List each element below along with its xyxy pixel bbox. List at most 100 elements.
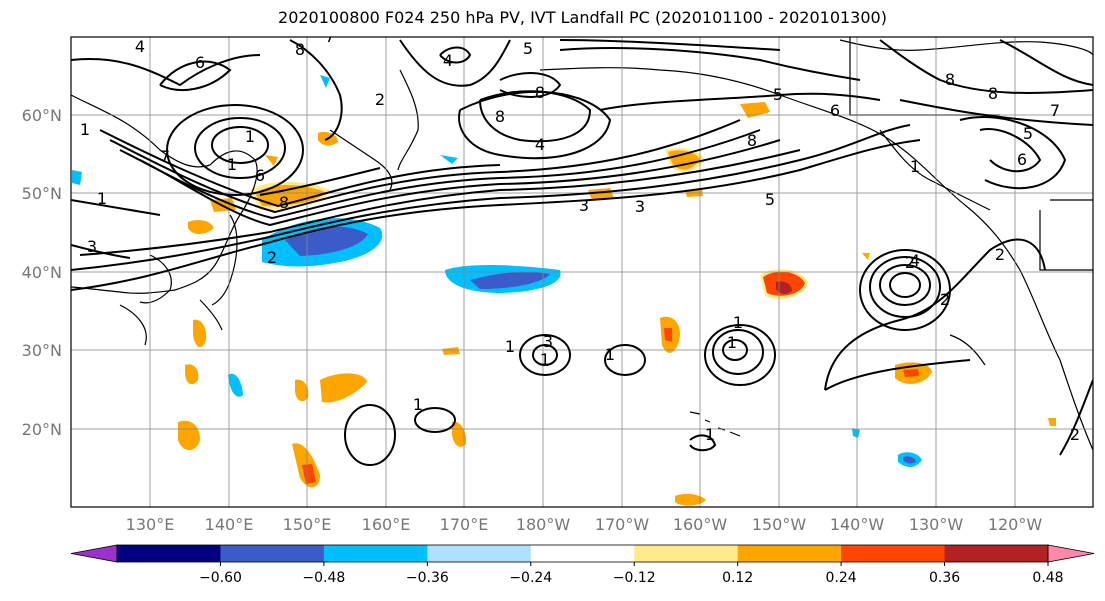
pv-positive-patch [664,328,672,342]
contour-label: 2 [375,90,385,109]
colorbar-tick-label: −0.36 [406,570,449,586]
pv-positive-patch [1048,418,1056,426]
contour-label: 2 [905,253,915,272]
colorbar-segment [220,545,325,562]
colorbar-tick-label: −0.24 [509,570,552,586]
contour-label: 4 [135,37,145,56]
pv-positive-patch [903,369,919,377]
lat-label: 50°N [22,184,62,203]
contour-label: 2 [995,245,1005,264]
contour-label: 8 [295,40,305,59]
lon-label: 140°W [830,515,885,534]
pv-positive-patch [675,493,706,506]
lat-label: 40°N [22,263,62,282]
colorbar-segment [530,545,635,562]
colorbar-segment [944,545,1049,562]
pv-positive-patch [295,379,309,402]
latitude-labels: 60°N 50°N 40°N 30°N 20°N [22,106,62,439]
lon-label: 150°W [752,515,807,534]
pv-positive-patch [188,220,214,234]
pv-positive-patch [320,373,367,403]
lat-label: 20°N [22,420,62,439]
colorbar-segment [634,545,739,562]
pv-negative-patch [440,155,458,164]
contour-label: 6 [195,53,205,72]
contour-label: 4 [910,251,920,270]
lat-label: 30°N [22,341,62,360]
contour-label: 8 [495,107,505,126]
lon-label: 150°E [283,515,332,534]
contour-label: 5 [1023,124,1033,143]
contour-label: 1 [605,345,615,364]
contour-label: 5 [773,85,783,104]
lon-label: 170°W [595,515,650,534]
lon-label: 160°W [673,515,728,534]
contour-label: 1 [733,313,743,332]
contour-label: 3 [87,237,97,256]
pv-positive-patch [862,253,870,260]
pv-negative-patch [72,170,82,185]
contour-label: 7 [325,27,335,46]
contour-label: 1 [97,189,107,208]
contour-label: 8 [988,84,998,103]
contour-label: 6 [830,101,840,120]
map-frame [70,36,1094,508]
contour-label: 8 [747,131,757,150]
contour-label: 3 [579,196,589,215]
pv-negative-patch [852,428,860,438]
colorbar-extend-low [70,544,118,563]
colorbar-segment [841,545,946,562]
colorbar-tick-label: −0.48 [302,570,345,586]
contour-label: 1 [245,127,255,146]
contour-label: 1 [910,157,920,176]
contour-label: 1 [413,395,423,414]
pv-negative-patch [228,373,243,397]
pv-negative-patch [285,226,368,256]
lon-label: 170°E [440,515,489,534]
contour-label: 8 [279,193,289,212]
contour-label: 4 [443,51,453,70]
lon-label: 130°W [909,515,964,534]
pv-positive-patch [185,364,199,385]
lon-label: 130°E [126,515,175,534]
contour-label: 8 [945,70,955,89]
contour-label: 2 [267,248,277,267]
lon-label: 140°E [205,515,254,534]
pv-positive-patch [452,421,467,447]
contour-label: 1 [727,333,737,352]
contour-label: 1 [505,337,515,356]
colorbar-segment [323,545,428,562]
contour-label: 3 [635,197,645,216]
contour-label: 5 [523,39,533,58]
contour-label: 1 [705,425,715,444]
colorbar-tick-label: 0.48 [1032,570,1063,586]
colorbar-tick-label: 0.24 [826,570,857,586]
contour-label: 6 [1017,150,1027,169]
colorbar-tick-label: 0.36 [929,570,960,586]
colorbar-tick-label: −0.60 [199,570,242,586]
longitude-labels: 130°E 140°E 150°E 160°E 170°E 180°W 170°… [126,515,1043,534]
contour-label: 7 [1050,101,1060,120]
lat-label: 60°N [22,106,62,125]
pv-negative-patch [470,272,550,289]
pv-positive-patch [302,464,316,484]
contour-label: 1 [227,155,237,174]
colorbar-segment [427,545,532,562]
contour-label: 3 [543,332,553,351]
colorbar-segment [117,545,221,562]
pv-negative-patch [320,75,330,88]
pv-positive-patch [442,347,460,355]
colorbar-tick-label: −0.12 [613,570,656,586]
pv-positive-patch [178,420,200,451]
contour-label: 4 [535,135,545,154]
pv-negative-patch [903,456,916,464]
colorbar-extend-high [1047,544,1095,563]
colorbar: −0.60 −0.48 −0.36 −0.24 −0.12 0.12 0.24 0.36 0.4… [70,544,1095,586]
lon-label: 120°W [988,515,1043,534]
contour-label: 6 [255,166,265,185]
lon-label: 180°W [516,515,571,534]
colorbar-outline [116,544,1049,563]
lon-label: 160°E [362,515,411,534]
